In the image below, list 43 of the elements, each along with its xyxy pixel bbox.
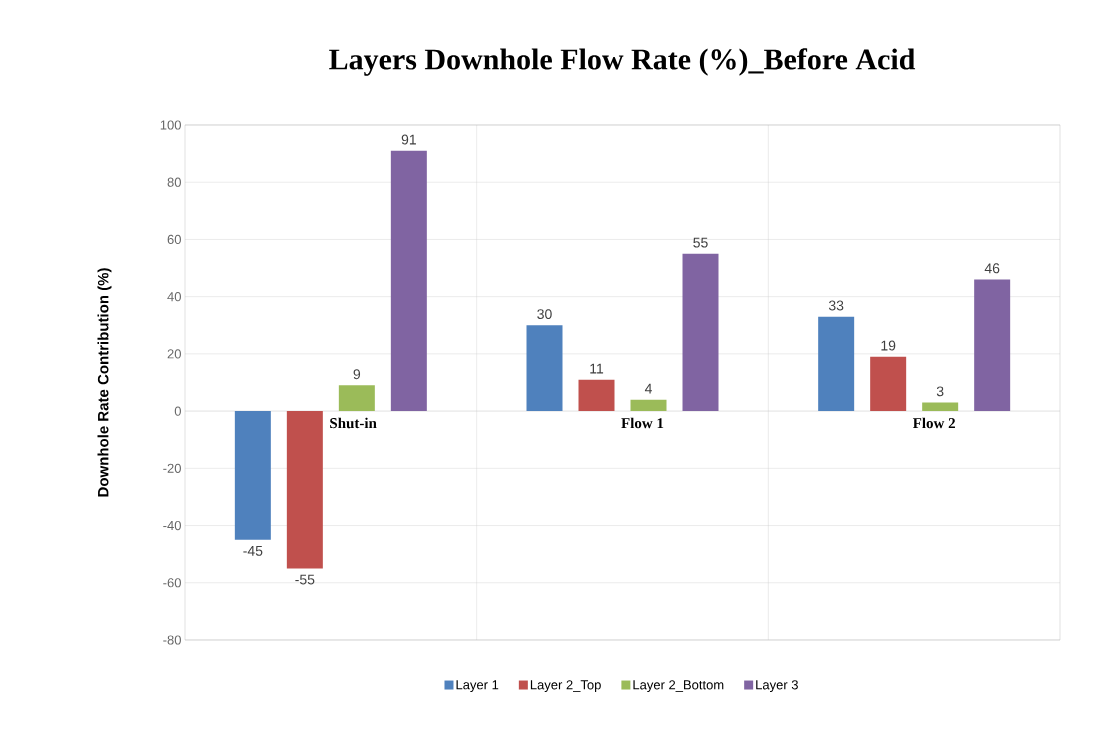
data-label: 19 xyxy=(881,340,896,351)
data-label: 9 xyxy=(353,369,361,380)
data-label: 30 xyxy=(537,309,552,320)
y-tick-label: -20 xyxy=(163,463,181,473)
x-tick-label: Flow 1 xyxy=(621,417,664,429)
data-label: -55 xyxy=(295,574,315,585)
data-label: 46 xyxy=(984,263,1000,274)
data-label: 11 xyxy=(590,363,604,374)
y-tick-label: 20 xyxy=(167,349,181,359)
bar xyxy=(578,379,615,412)
y-tick-label: -40 xyxy=(163,520,181,531)
data-label: 4 xyxy=(644,383,652,394)
y-tick-label: 40 xyxy=(167,292,181,302)
bar xyxy=(526,325,563,412)
bar xyxy=(630,399,667,412)
bar xyxy=(974,279,1011,412)
bar xyxy=(818,316,855,412)
x-tick-label: Shut-in xyxy=(330,417,377,429)
legend-label: Layer 3 xyxy=(756,680,798,693)
legend-label: Layer 1 xyxy=(456,680,499,692)
y-tick-label: -80 xyxy=(163,635,181,645)
bar xyxy=(286,411,323,569)
y-tick-label: 100 xyxy=(160,120,181,130)
data-label: 3 xyxy=(936,386,944,397)
bar xyxy=(922,402,959,412)
y-tick-label: 0 xyxy=(174,406,181,416)
bar xyxy=(234,411,271,540)
data-label: 91 xyxy=(401,134,416,145)
y-tick-label: 80 xyxy=(167,177,181,187)
data-label: -45 xyxy=(243,546,263,556)
bar xyxy=(870,356,907,412)
legend-label: Layer 2_Top xyxy=(530,680,601,693)
chart-title: Layers Downhole Flow Rate (%)_Before Acid xyxy=(329,48,916,76)
x-tick-label: Flow 2 xyxy=(912,417,955,429)
bar xyxy=(390,150,427,412)
data-label: 33 xyxy=(828,300,844,311)
y-axis-title: Downhole Rate Contribution (%) xyxy=(97,268,112,497)
y-tick-label: -60 xyxy=(163,578,181,588)
bar xyxy=(338,385,375,412)
y-tick-label: 60 xyxy=(167,234,181,245)
legend-label: Layer 2_Bottom xyxy=(633,680,724,693)
data-label: 55 xyxy=(693,237,708,248)
bar xyxy=(682,253,719,412)
